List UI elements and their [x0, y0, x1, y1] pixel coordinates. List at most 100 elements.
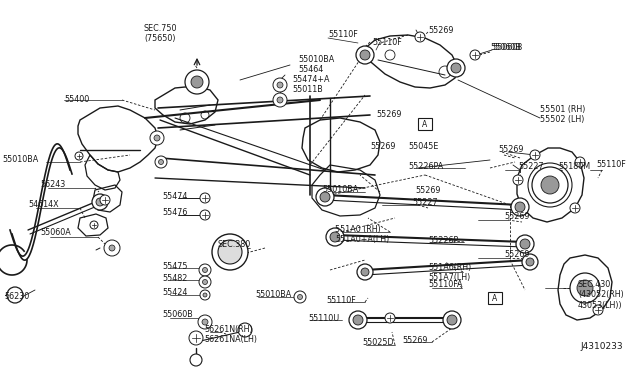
Text: 55110F: 55110F: [326, 296, 356, 305]
Circle shape: [199, 276, 211, 288]
Circle shape: [96, 198, 104, 206]
Circle shape: [150, 131, 164, 145]
Circle shape: [515, 202, 525, 212]
Text: 550608: 550608: [492, 43, 522, 52]
Text: 55060A: 55060A: [40, 228, 71, 237]
Text: 55045E: 55045E: [408, 142, 438, 151]
Circle shape: [199, 264, 211, 276]
Circle shape: [520, 239, 530, 249]
Circle shape: [92, 194, 108, 210]
Text: 55475: 55475: [162, 262, 188, 271]
Text: 55226P: 55226P: [428, 236, 458, 245]
Circle shape: [238, 323, 252, 337]
Text: 55269: 55269: [402, 336, 428, 345]
Text: SEC.380: SEC.380: [218, 240, 252, 249]
Text: 55269: 55269: [504, 212, 529, 221]
Circle shape: [191, 76, 203, 88]
Text: 56261N(RH)
56261NA(LH): 56261N(RH) 56261NA(LH): [204, 325, 257, 344]
Text: 55010BA: 55010BA: [322, 185, 358, 194]
Circle shape: [203, 293, 207, 297]
Circle shape: [90, 221, 98, 229]
Text: 55110F: 55110F: [328, 30, 358, 39]
Text: 55269: 55269: [504, 250, 529, 259]
Text: A: A: [492, 294, 498, 303]
Circle shape: [316, 188, 334, 206]
Text: 55269: 55269: [428, 26, 454, 35]
Circle shape: [357, 264, 373, 280]
Circle shape: [511, 198, 529, 216]
Text: 55010BA: 55010BA: [2, 155, 38, 164]
Text: 55227: 55227: [412, 198, 438, 207]
Circle shape: [516, 235, 534, 253]
Text: 55110F: 55110F: [596, 160, 626, 169]
Circle shape: [443, 311, 461, 329]
Circle shape: [593, 305, 603, 315]
Circle shape: [154, 135, 160, 141]
Text: 55227: 55227: [518, 162, 543, 171]
Circle shape: [198, 315, 212, 329]
Text: 55226PA: 55226PA: [408, 162, 444, 171]
Circle shape: [541, 176, 559, 194]
Text: 55011B: 55011B: [292, 85, 323, 94]
Circle shape: [326, 228, 344, 246]
Text: 55269: 55269: [498, 145, 524, 154]
Circle shape: [200, 290, 210, 300]
Text: 55474+A: 55474+A: [292, 75, 330, 84]
Text: SEC.750
(75650): SEC.750 (75650): [143, 24, 177, 44]
Text: 55269: 55269: [376, 110, 401, 119]
Circle shape: [470, 50, 480, 60]
Circle shape: [320, 192, 330, 202]
Text: 56230: 56230: [4, 292, 29, 301]
Circle shape: [212, 234, 248, 270]
Circle shape: [530, 150, 540, 160]
Text: SEC.430
(43052(RH)
43053(LH)): SEC.430 (43052(RH) 43053(LH)): [578, 280, 624, 310]
Circle shape: [218, 240, 242, 264]
Circle shape: [104, 240, 120, 256]
Circle shape: [185, 70, 209, 94]
Text: 55010BA: 55010BA: [255, 290, 291, 299]
Text: 55476: 55476: [162, 208, 188, 217]
Circle shape: [202, 319, 208, 325]
Circle shape: [532, 167, 568, 203]
Circle shape: [277, 82, 283, 88]
Circle shape: [570, 203, 580, 213]
Circle shape: [415, 32, 425, 42]
Circle shape: [577, 280, 593, 296]
Text: 55025D: 55025D: [362, 338, 394, 347]
Text: 55269: 55269: [415, 186, 440, 195]
Text: 55180M: 55180M: [558, 162, 590, 171]
Text: 55474: 55474: [162, 192, 188, 201]
Text: 56243: 56243: [40, 180, 65, 189]
Circle shape: [273, 93, 287, 107]
Text: J4310233: J4310233: [580, 342, 623, 351]
Circle shape: [356, 46, 374, 64]
Circle shape: [298, 295, 303, 299]
Bar: [418, 118, 432, 130]
Circle shape: [447, 315, 457, 325]
Circle shape: [360, 50, 370, 60]
Circle shape: [349, 311, 367, 329]
Circle shape: [385, 313, 395, 323]
Circle shape: [277, 97, 283, 103]
Circle shape: [189, 331, 203, 345]
Text: 551A6(RH)
551A7(LH): 551A6(RH) 551A7(LH): [428, 263, 471, 282]
Text: 54614X: 54614X: [28, 200, 59, 209]
Text: 55110F: 55110F: [372, 38, 402, 47]
Text: 55060B: 55060B: [162, 310, 193, 319]
Circle shape: [75, 152, 83, 160]
Circle shape: [200, 210, 210, 220]
Circle shape: [294, 291, 306, 303]
Circle shape: [100, 195, 110, 205]
Circle shape: [7, 287, 23, 303]
Circle shape: [361, 268, 369, 276]
Circle shape: [353, 315, 363, 325]
Circle shape: [155, 156, 167, 168]
Circle shape: [451, 63, 461, 73]
Text: A: A: [422, 120, 428, 129]
Bar: [488, 292, 502, 304]
Text: 55110FA: 55110FA: [428, 280, 463, 289]
Circle shape: [447, 59, 465, 77]
Circle shape: [159, 160, 163, 164]
Text: 551A0 (RH)
551A0+A(LH): 551A0 (RH) 551A0+A(LH): [335, 225, 389, 244]
Circle shape: [522, 254, 538, 270]
